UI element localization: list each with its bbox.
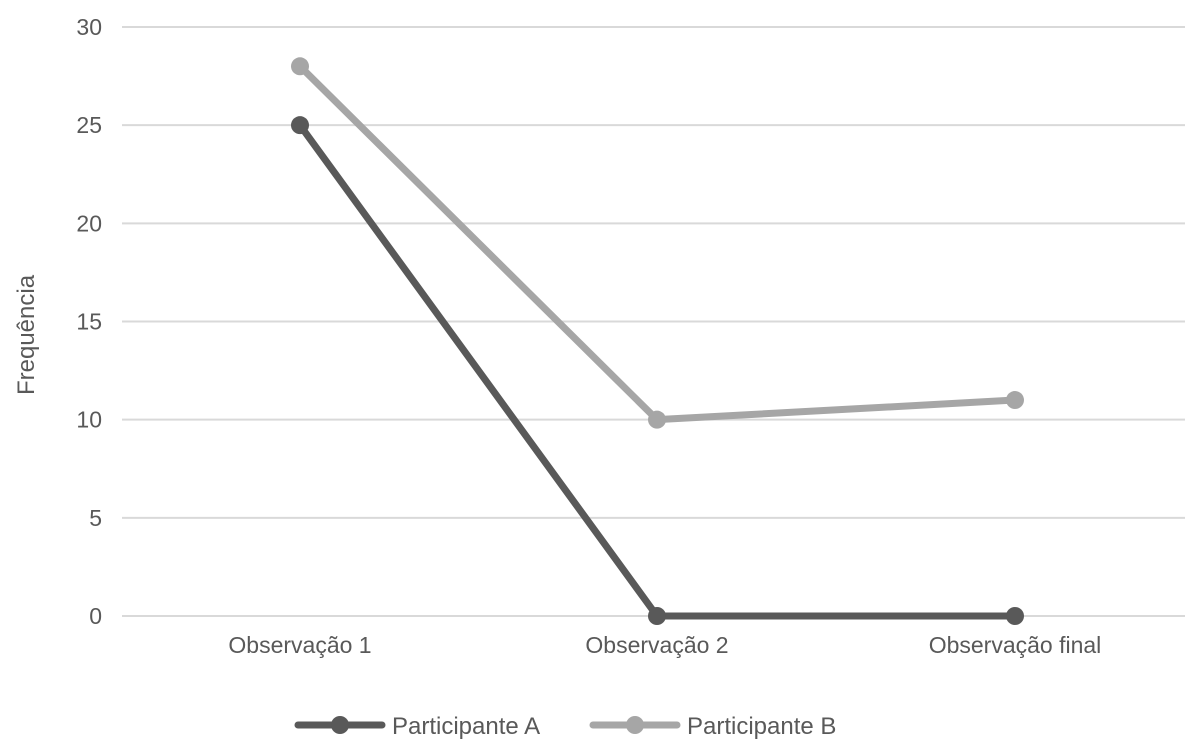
series-participante-a — [291, 116, 1024, 625]
y-tick-label: 30 — [76, 14, 102, 40]
x-category-label: Observação 2 — [585, 632, 728, 658]
data-point — [1006, 391, 1024, 410]
y-tick-label: 0 — [89, 603, 102, 629]
series-line — [296, 121, 1019, 620]
series-participante-b — [291, 57, 1024, 429]
legend-label: Participante B — [687, 713, 836, 740]
legend-swatch-marker — [331, 716, 349, 734]
x-category-label: Observação final — [929, 632, 1102, 658]
legend-label: Participante A — [392, 713, 540, 740]
data-point — [1006, 607, 1024, 625]
legend-item: Participante A — [294, 713, 540, 740]
y-tick-label: 10 — [76, 407, 102, 433]
data-point — [648, 410, 666, 429]
y-tick-label: 20 — [76, 210, 102, 236]
legend-item: Participante B — [589, 713, 836, 740]
y-tick-label: 5 — [89, 505, 102, 531]
series-lines — [291, 57, 1024, 625]
data-point — [648, 607, 666, 625]
data-point — [291, 116, 309, 135]
data-point — [291, 57, 309, 76]
y-axis-ticks: 0 5 10 15 20 25 30 — [76, 14, 102, 629]
y-tick-label: 15 — [76, 309, 102, 335]
x-axis-categories: Observação 1 Observação 2 Observação final — [228, 632, 1101, 658]
legend-swatch-marker — [626, 716, 644, 734]
legend: Participante A Participante B — [294, 713, 836, 740]
gridlines — [122, 26, 1185, 617]
series-line — [296, 62, 1019, 424]
y-tick-label: 25 — [76, 112, 102, 138]
x-category-label: Observação 1 — [228, 632, 371, 658]
y-axis-title: Frequência — [13, 274, 40, 395]
